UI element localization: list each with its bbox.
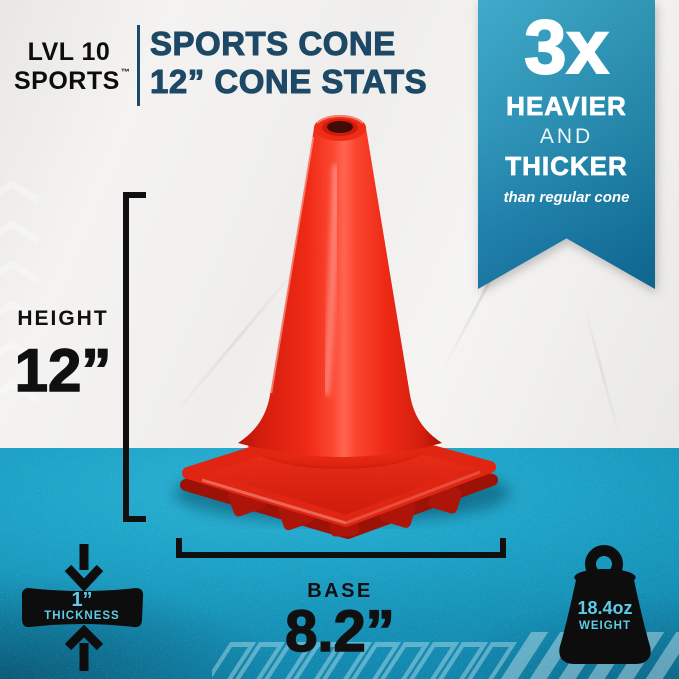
arrow-up-icon (64, 624, 104, 671)
badge-word-heavier: HEAVIER (506, 91, 627, 122)
height-bracket (123, 192, 129, 522)
brand-line2: SPORTS™ (14, 66, 130, 95)
badge-word-thicker: THICKER (505, 151, 628, 182)
weight-label: WEIGHT (579, 620, 631, 632)
brand-line1: LVL 10 (27, 38, 111, 66)
ribbon-badge: 3x HEAVIER AND THICKER than regular cone (478, 0, 655, 289)
arrow-down-icon (64, 544, 104, 592)
thickness-badge-shape (21, 588, 144, 628)
base-bracket-cap-right (500, 538, 506, 558)
height-bracket-cap-bottom (123, 516, 146, 522)
base-value: 8.2” (284, 598, 395, 665)
badge-word-and: AND (539, 125, 594, 149)
kettlebell-icon (559, 545, 651, 664)
cone-body (238, 115, 442, 457)
title-line1: SPORTS CONE (150, 25, 396, 63)
title-line2: 12” CONE STATS (150, 62, 428, 100)
trademark-symbol: ™ (120, 66, 130, 77)
thickness-callout (21, 544, 144, 671)
cone-opening (314, 115, 366, 141)
height-bracket-cap-top (123, 192, 146, 198)
thickness-value: 1” (71, 589, 93, 611)
cone-highlight (322, 164, 340, 396)
cone-rim-light (269, 136, 315, 394)
traffic-cone-image (174, 115, 510, 539)
height-value: 12” (14, 336, 112, 405)
thickness-label: THICKNESS (44, 610, 120, 622)
header-divider (137, 25, 140, 106)
chevron-pattern-icon (0, 179, 40, 403)
badge-multiplier: 3x (523, 5, 610, 90)
base-bracket (176, 552, 506, 558)
page-title: SPORTS CONE 12” CONE STATS (150, 25, 480, 101)
ribbon-shape: 3x HEAVIER AND THICKER than regular cone (478, 0, 655, 289)
base-bracket-cap-left (176, 538, 182, 558)
height-label: HEIGHT (17, 307, 109, 330)
base-label: BASE (307, 580, 373, 602)
brand-logo: LVL 10 SPORTS™ (14, 38, 130, 95)
badge-tagline: than regular cone (503, 189, 630, 207)
weight-value: 18.4oz (577, 598, 633, 618)
